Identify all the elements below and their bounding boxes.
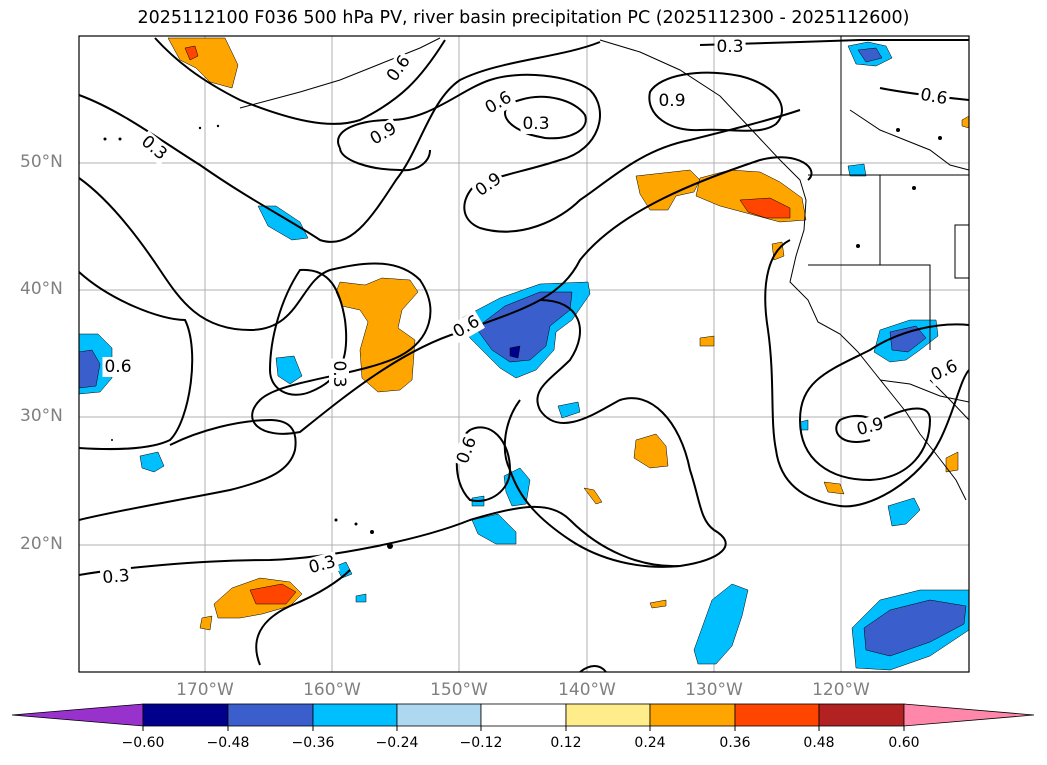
contour-label: 0.3	[804, 13, 835, 33]
lat-label: 20°N	[20, 534, 63, 554]
colorbar-extend-low	[12, 704, 143, 726]
colorbar-segment	[228, 704, 313, 726]
contour-label: 0.3	[100, 566, 133, 589]
contour-label: 0.6	[102, 357, 133, 377]
lon-label: 170°W	[165, 680, 245, 700]
lon-label: 150°W	[419, 680, 499, 700]
colorbar-tick-label: −0.36	[283, 735, 343, 751]
colorbar-segment	[143, 704, 228, 726]
svg-text:0.3: 0.3	[329, 360, 349, 387]
map-figure: 0.3 0.6 0.9 0.3 0.6 0.3 0.9 0.6	[0, 0, 1047, 765]
colorbar-tick-label: −0.48	[198, 735, 258, 751]
colorbar-segment	[650, 704, 735, 726]
contour-label-bg	[804, 13, 835, 33]
contour-label: 0.3	[520, 114, 551, 134]
colorbar-tick-label: 0.36	[705, 735, 765, 751]
colorbar-segment	[566, 704, 650, 726]
colorbar-tick-label: −0.12	[451, 735, 511, 751]
colorbar-tick-label: 0.24	[620, 735, 680, 751]
colorbar-segment	[735, 704, 819, 726]
colorbar-tick-label: −0.24	[367, 735, 427, 751]
svg-text:0.3: 0.3	[522, 114, 549, 134]
contour-label: 0.3	[784, 13, 815, 33]
lat-label: 40°N	[20, 279, 63, 299]
svg-text:0.3: 0.3	[102, 566, 131, 588]
contour-label: 0.3	[329, 358, 349, 389]
svg-text:0.3: 0.3	[716, 37, 743, 57]
lat-label: 30°N	[20, 406, 63, 426]
colorbar-segment	[481, 704, 566, 726]
colorbar-segment	[313, 704, 397, 726]
svg-text:0.6: 0.6	[104, 357, 131, 377]
colorbar-tick-label: −0.60	[113, 735, 173, 751]
lat-label: 50°N	[20, 152, 63, 172]
contour-label-bg	[784, 13, 815, 33]
colorbar-tick-label: 0.60	[874, 735, 934, 751]
colorbar-tick-label: 0.48	[789, 735, 849, 751]
lon-label: 140°W	[547, 680, 627, 700]
colorbar-segment	[397, 704, 481, 726]
contour-label: 0.9	[656, 91, 687, 111]
colorbar-extend-high	[904, 704, 1034, 726]
svg-text:0.3: 0.3	[806, 13, 833, 33]
colorbar-tick-label: 0.12	[536, 735, 596, 751]
svg-text:0.3: 0.3	[786, 13, 813, 33]
lon-label: 120°W	[801, 680, 881, 700]
lon-label: 130°W	[674, 680, 754, 700]
contour-label: 0.3	[714, 37, 745, 57]
colorbar-segment	[819, 704, 904, 726]
lon-label: 160°W	[292, 680, 372, 700]
svg-text:0.9: 0.9	[658, 91, 685, 111]
colorbar	[12, 704, 1034, 731]
